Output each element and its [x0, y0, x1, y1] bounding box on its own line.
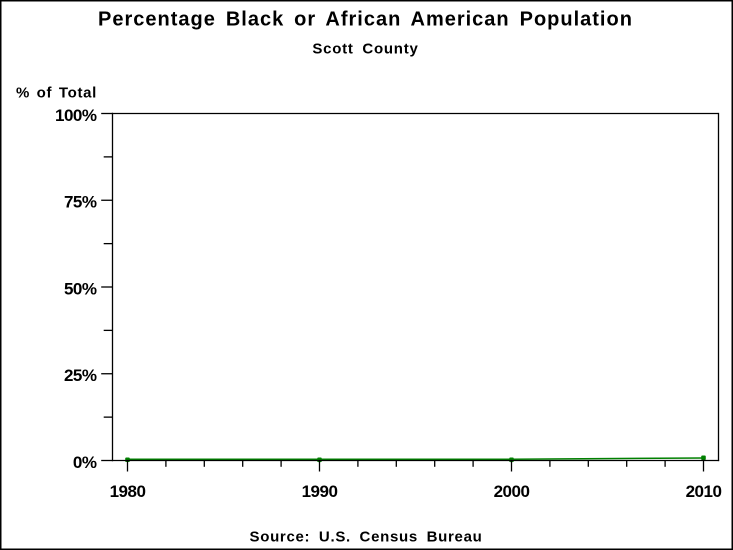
- svg-text:2010: 2010: [686, 482, 722, 501]
- svg-text:25%: 25%: [64, 366, 97, 385]
- svg-text:2000: 2000: [494, 482, 530, 501]
- svg-text:75%: 75%: [64, 193, 97, 212]
- svg-text:0%: 0%: [73, 453, 97, 472]
- svg-text:% of Total: % of Total: [16, 84, 97, 101]
- svg-text:100%: 100%: [55, 106, 97, 125]
- svg-text:50%: 50%: [64, 279, 97, 298]
- svg-text:1980: 1980: [110, 482, 146, 501]
- svg-text:Scott County: Scott County: [312, 40, 418, 57]
- svg-text:Percentage Black or African Am: Percentage Black or African American Pop…: [98, 9, 633, 31]
- svg-text:Source: U.S. Census Bureau: Source: U.S. Census Bureau: [250, 529, 483, 546]
- svg-text:1990: 1990: [302, 482, 338, 501]
